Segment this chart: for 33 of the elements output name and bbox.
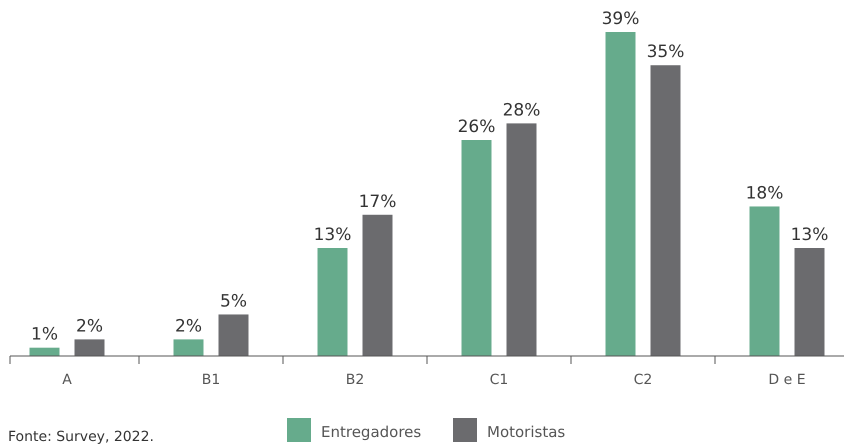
x-tick-label: B2: [346, 372, 364, 388]
legend-label: Entregadores: [321, 423, 422, 441]
x-tick-label: D e E: [768, 372, 806, 388]
data-label: 17%: [358, 192, 396, 212]
data-label: 2%: [175, 316, 202, 336]
x-tick-label: B1: [202, 372, 220, 388]
bar: [318, 248, 348, 356]
data-label: 2%: [76, 316, 103, 336]
data-label: 13%: [314, 225, 352, 245]
bar: [606, 32, 636, 356]
data-label: 1%: [31, 324, 58, 345]
bar: [462, 140, 492, 356]
bar: [218, 314, 248, 356]
bar: [174, 339, 204, 356]
source-note: Fonte: Survey, 2022.: [8, 429, 154, 445]
bar: [650, 65, 680, 356]
bar: [506, 123, 536, 356]
x-tick-label: C1: [490, 372, 508, 388]
data-label: 39%: [602, 9, 640, 29]
bar: [794, 248, 824, 356]
bar: [30, 348, 60, 356]
data-label: 35%: [646, 42, 684, 62]
data-label: 28%: [502, 100, 540, 120]
x-tick-label: C2: [634, 372, 652, 388]
bar: [750, 206, 780, 356]
bar: [362, 214, 392, 356]
data-label: 13%: [790, 225, 828, 245]
data-label: 26%: [458, 117, 496, 137]
data-label: 5%: [220, 291, 247, 312]
data-label: 18%: [746, 183, 784, 204]
bar: [74, 339, 104, 356]
legend-label: Motoristas: [487, 423, 566, 441]
x-tick-label: A: [62, 372, 72, 388]
